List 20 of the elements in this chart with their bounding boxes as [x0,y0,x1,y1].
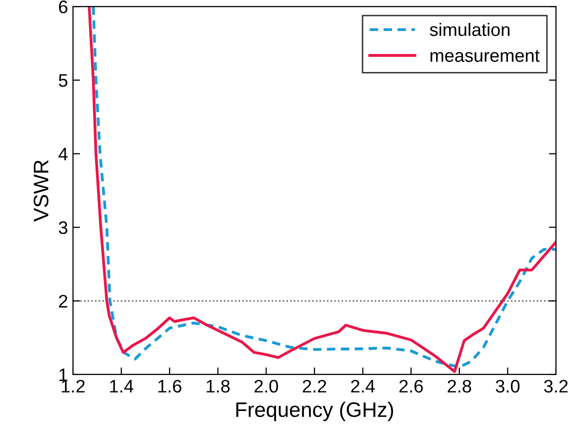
legend-label: simulation [430,22,510,36]
y-tick-label: 5 [58,74,68,87]
x-tick-label: 1.2 [62,380,85,392]
y-tick-label: 4 [58,148,68,160]
legend-label: measurement [430,50,540,62]
x-axis-title: Frequency (GHz) [236,402,394,422]
x-tick-label: 2.4 [351,380,375,392]
x-tick-label: 1.6 [158,380,182,393]
x-tick-label: 3.2 [544,380,568,393]
x-tick-label: 2.6 [399,380,423,393]
x-tick-label: 2.2 [302,380,326,392]
x-tick-label: 1.4 [110,380,134,392]
x-tick-label: 3.0 [496,380,520,393]
y-axis-title: VSWR [34,160,48,222]
y-tick-label: 2 [59,294,68,308]
x-tick-label: 2.8 [448,380,472,393]
x-tick-label: 2.0 [254,380,278,393]
x-tick-label: 1.8 [206,380,230,393]
y-tick-label: 3 [58,221,68,234]
y-tick-label: 6 [59,0,68,14]
